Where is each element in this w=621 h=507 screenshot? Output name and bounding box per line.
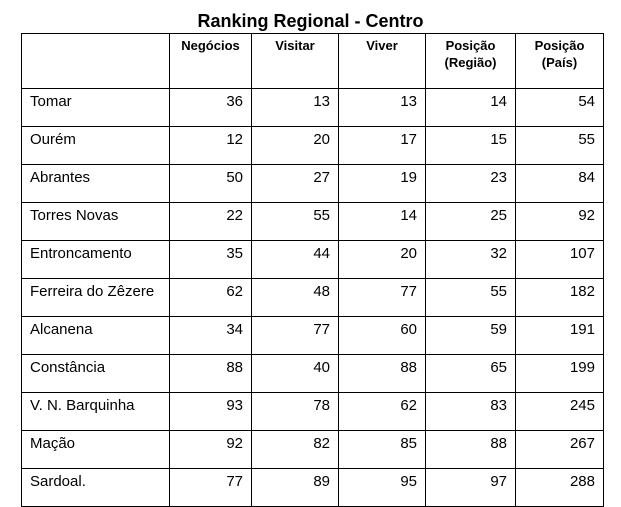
viver-cell: 20 [338,240,426,279]
table-row: Ourém 12 20 17 15 55 [21,126,604,165]
viver-cell: 19 [338,164,426,203]
column-header-posicao-pais: Posição (País) [515,33,604,89]
negocios-cell: 92 [169,430,252,469]
column-header-posicao-regiao: Posição (Região) [425,33,516,89]
column-header-visitar: Visitar [251,33,339,89]
table-row: Sardoal. 77 89 95 97 288 [21,468,604,507]
table-title: Ranking Regional - Centro [197,11,424,31]
table-row: V. N. Barquinha 93 78 62 83 245 [21,392,604,431]
visitar-cell: 89 [251,468,339,507]
municipio-cell: V. N. Barquinha [21,392,170,431]
negocios-cell: 36 [169,88,252,127]
viver-cell: 95 [338,468,426,507]
posicao-pais-cell: 55 [515,126,604,165]
table-body: Tomar 36 13 13 14 54 Ourém 12 20 17 15 55 Abrantes 50… [21,88,604,507]
header-row: Negócios Visitar Viver Posição (Região) … [21,33,604,89]
negocios-cell: 35 [169,240,252,279]
visitar-cell: 27 [251,164,339,203]
viver-cell: 13 [338,88,426,127]
visitar-cell: 82 [251,430,339,469]
posicao-regiao-cell: 83 [425,392,516,431]
posicao-pais-cell: 84 [515,164,604,203]
municipio-cell: Sardoal. [21,468,170,507]
posicao-regiao-cell: 97 [425,468,516,507]
visitar-cell: 44 [251,240,339,279]
posicao-regiao-cell: 23 [425,164,516,203]
posicao-regiao-cell: 25 [425,202,516,241]
table-row: Mação 92 82 85 88 267 [21,430,604,469]
municipio-cell: Constância [21,354,170,393]
municipio-cell: Ferreira do Zêzere [21,278,170,317]
column-header-municipio [21,33,170,89]
posicao-pais-cell: 199 [515,354,604,393]
viver-cell: 62 [338,392,426,431]
table-row: Constância 88 40 88 65 199 [21,354,604,393]
viver-cell: 85 [338,430,426,469]
posicao-regiao-cell: 88 [425,430,516,469]
posicao-pais-cell: 107 [515,240,604,279]
municipio-cell: Abrantes [21,164,170,203]
visitar-cell: 48 [251,278,339,317]
posicao-regiao-cell: 59 [425,316,516,355]
viver-cell: 17 [338,126,426,165]
ranking-table: Negócios Visitar Viver Posição (Região) … [21,33,604,507]
posicao-pais-cell: 54 [515,88,604,127]
viver-cell: 77 [338,278,426,317]
posicao-pais-cell: 267 [515,430,604,469]
viver-cell: 14 [338,202,426,241]
column-header-negocios: Negócios [169,33,252,89]
viver-cell: 88 [338,354,426,393]
municipio-cell: Alcanena [21,316,170,355]
municipio-cell: Ourém [21,126,170,165]
posicao-regiao-cell: 15 [425,126,516,165]
municipio-cell: Torres Novas [21,202,170,241]
viver-cell: 60 [338,316,426,355]
visitar-cell: 40 [251,354,339,393]
negocios-cell: 77 [169,468,252,507]
table-row: Alcanena 34 77 60 59 191 [21,316,604,355]
visitar-cell: 20 [251,126,339,165]
negocios-cell: 50 [169,164,252,203]
table-row: Tomar 36 13 13 14 54 [21,88,604,127]
table-row: Entroncamento 35 44 20 32 107 [21,240,604,279]
posicao-regiao-cell: 32 [425,240,516,279]
negocios-cell: 88 [169,354,252,393]
posicao-pais-cell: 182 [515,278,604,317]
posicao-regiao-cell: 55 [425,278,516,317]
column-header-viver: Viver [338,33,426,89]
negocios-cell: 93 [169,392,252,431]
negocios-cell: 22 [169,202,252,241]
posicao-pais-cell: 191 [515,316,604,355]
posicao-regiao-cell: 14 [425,88,516,127]
negocios-cell: 34 [169,316,252,355]
visitar-cell: 13 [251,88,339,127]
negocios-cell: 62 [169,278,252,317]
posicao-pais-cell: 245 [515,392,604,431]
municipio-cell: Mação [21,430,170,469]
posicao-pais-cell: 92 [515,202,604,241]
negocios-cell: 12 [169,126,252,165]
visitar-cell: 78 [251,392,339,431]
posicao-regiao-cell: 65 [425,354,516,393]
table-row: Torres Novas 22 55 14 25 92 [21,202,604,241]
visitar-cell: 55 [251,202,339,241]
municipio-cell: Entroncamento [21,240,170,279]
table-row: Abrantes 50 27 19 23 84 [21,164,604,203]
posicao-pais-cell: 288 [515,468,604,507]
visitar-cell: 77 [251,316,339,355]
table-row: Ferreira do Zêzere 62 48 77 55 182 [21,278,604,317]
municipio-cell: Tomar [21,88,170,127]
